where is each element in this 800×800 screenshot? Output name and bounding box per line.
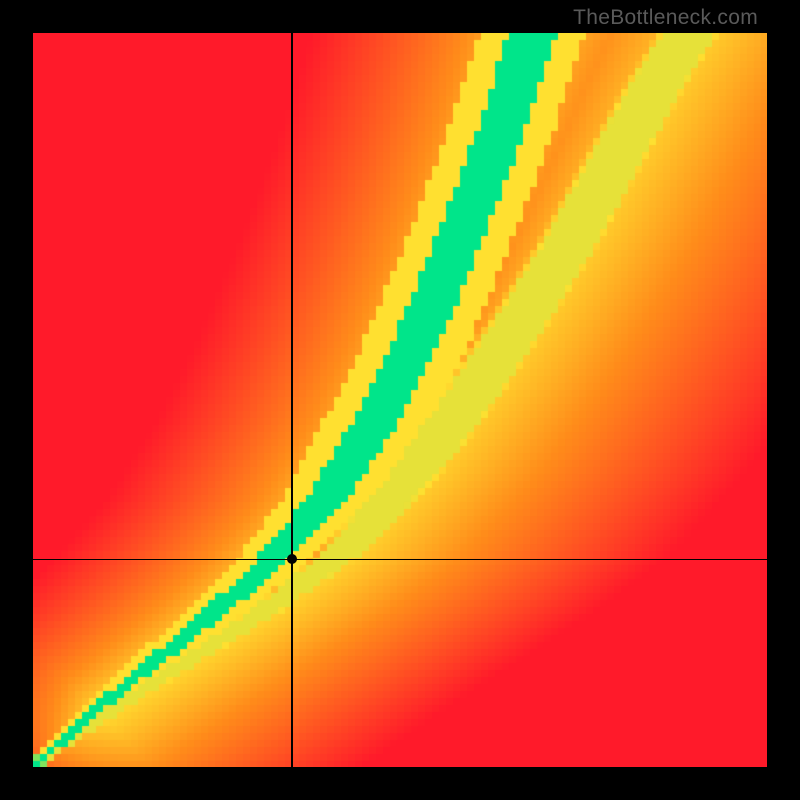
crosshair-horizontal — [33, 559, 767, 561]
plot-area — [33, 33, 767, 767]
heatmap-canvas — [33, 33, 767, 767]
watermark-text: TheBottleneck.com — [573, 6, 758, 30]
heatmap — [33, 33, 767, 767]
marker-dot — [287, 554, 297, 564]
crosshair-vertical — [291, 33, 293, 767]
